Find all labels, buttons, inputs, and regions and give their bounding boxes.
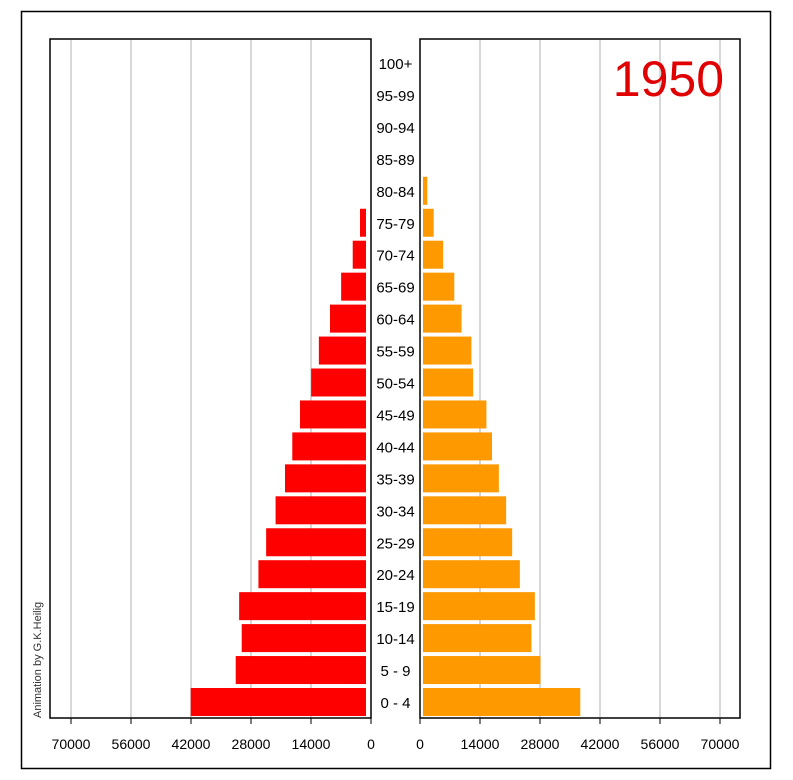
bar-right-80-84 [423, 176, 428, 205]
bar-left-30-34 [275, 496, 366, 525]
bar-left-40-44 [292, 432, 366, 461]
age-label: 45-49 [376, 407, 414, 424]
year-label: 1950 [613, 51, 724, 107]
right-tick-label: 0 [416, 736, 424, 752]
bar-left-15-19 [239, 592, 366, 621]
age-label: 50-54 [376, 376, 414, 393]
bar-right-15-19 [423, 592, 535, 621]
age-label: 70-74 [376, 248, 414, 265]
age-label: 25-29 [376, 535, 414, 552]
bar-right-35-39 [423, 464, 499, 493]
bar-right-0-4 [423, 688, 581, 716]
age-label: 55-59 [376, 344, 414, 361]
age-label: 0 - 4 [380, 695, 410, 712]
age-label: 75-79 [376, 216, 414, 233]
right-tick-label: 56000 [641, 736, 680, 752]
bar-right-5-9 [423, 656, 541, 685]
age-label: 15-19 [376, 599, 414, 616]
bar-right-55-59 [423, 336, 472, 365]
bar-right-40-44 [423, 432, 492, 461]
left-tick-label: 70000 [52, 736, 91, 752]
left-tick-label: 14000 [292, 736, 331, 752]
left-plot-box [49, 38, 372, 719]
bar-left-25-29 [266, 528, 366, 557]
bars [190, 176, 581, 716]
bar-left-60-64 [330, 304, 366, 333]
bar-right-60-64 [423, 304, 462, 333]
left-tick-label: 56000 [112, 736, 151, 752]
bar-right-10-14 [423, 624, 532, 653]
bar-right-50-54 [423, 368, 474, 397]
bar-right-45-49 [423, 400, 487, 429]
bar-right-75-79 [423, 208, 434, 237]
bar-right-30-34 [423, 496, 507, 525]
bar-left-70-74 [352, 240, 366, 269]
age-label: 10-14 [376, 631, 414, 648]
center-label-mask [372, 40, 419, 717]
credit-label: Animation by G.K.Heilig [32, 602, 44, 718]
left-tick-label: 42000 [172, 736, 211, 752]
age-label: 60-64 [376, 312, 414, 329]
left-tick-label: 0 [367, 736, 375, 752]
right-tick-label: 70000 [701, 736, 740, 752]
age-labels: 100+ 95-99 90-94 85-89 80-84 75-79 70-74 65-69 6… [376, 56, 414, 712]
age-label: 5 - 9 [380, 663, 410, 680]
right-plot-box [419, 38, 741, 719]
bar-right-25-29 [423, 528, 513, 557]
bar-right-70-74 [423, 240, 444, 269]
age-label: 65-69 [376, 280, 414, 297]
bar-left-10-14 [241, 624, 366, 653]
age-label: 80-84 [376, 184, 414, 201]
age-label: 90-94 [376, 120, 414, 137]
bar-left-35-39 [285, 464, 366, 493]
age-label: 30-34 [376, 503, 414, 520]
bar-left-5-9 [235, 656, 366, 685]
bar-left-45-49 [300, 400, 366, 429]
right-tick-label: 28000 [521, 736, 560, 752]
x-axis-ticks: 70000 56000 42000 28000 14000 0 0 14000 28000 420… [52, 718, 740, 752]
bar-right-65-69 [423, 272, 455, 301]
bar-left-0-4 [190, 688, 366, 716]
bar-right-20-24 [423, 560, 520, 589]
age-label: 85-89 [376, 152, 414, 169]
age-label: 100+ [379, 56, 413, 73]
age-label: 35-39 [376, 471, 414, 488]
age-label: 40-44 [376, 439, 414, 456]
right-tick-label: 42000 [581, 736, 620, 752]
bar-left-65-69 [341, 272, 366, 301]
bar-left-50-54 [311, 368, 366, 397]
right-tick-label: 14000 [461, 736, 500, 752]
left-tick-label: 28000 [232, 736, 271, 752]
bar-left-75-79 [360, 208, 366, 237]
age-label: 95-99 [376, 88, 414, 105]
bar-left-55-59 [318, 336, 366, 365]
age-label: 20-24 [376, 567, 414, 584]
bar-left-20-24 [258, 560, 366, 589]
